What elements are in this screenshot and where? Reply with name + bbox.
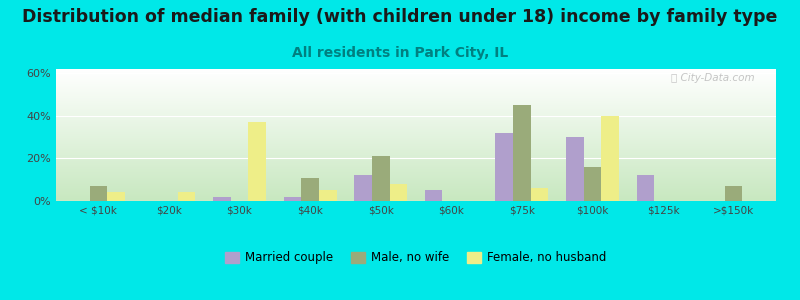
Bar [302, 178, 319, 201]
Bar [725, 186, 742, 201]
Bar [390, 184, 407, 201]
Bar [602, 116, 619, 201]
Bar [530, 188, 548, 201]
Bar [90, 186, 107, 201]
Bar [495, 133, 513, 201]
Legend: Married couple, Male, no wife, Female, no husband: Married couple, Male, no wife, Female, n… [221, 247, 611, 269]
Bar [566, 137, 584, 201]
Bar [584, 167, 602, 201]
Bar [248, 122, 266, 201]
Bar [513, 105, 530, 201]
Bar [107, 193, 125, 201]
Bar [637, 176, 654, 201]
Bar [372, 156, 390, 201]
Bar [354, 176, 372, 201]
Bar [425, 190, 442, 201]
Text: All residents in Park City, IL: All residents in Park City, IL [292, 46, 508, 61]
Bar [284, 197, 302, 201]
Bar [319, 190, 337, 201]
Bar [178, 193, 195, 201]
Text: ⓘ City-Data.com: ⓘ City-Data.com [670, 73, 754, 83]
Text: Distribution of median family (with children under 18) income by family type: Distribution of median family (with chil… [22, 8, 778, 26]
Bar [213, 197, 230, 201]
